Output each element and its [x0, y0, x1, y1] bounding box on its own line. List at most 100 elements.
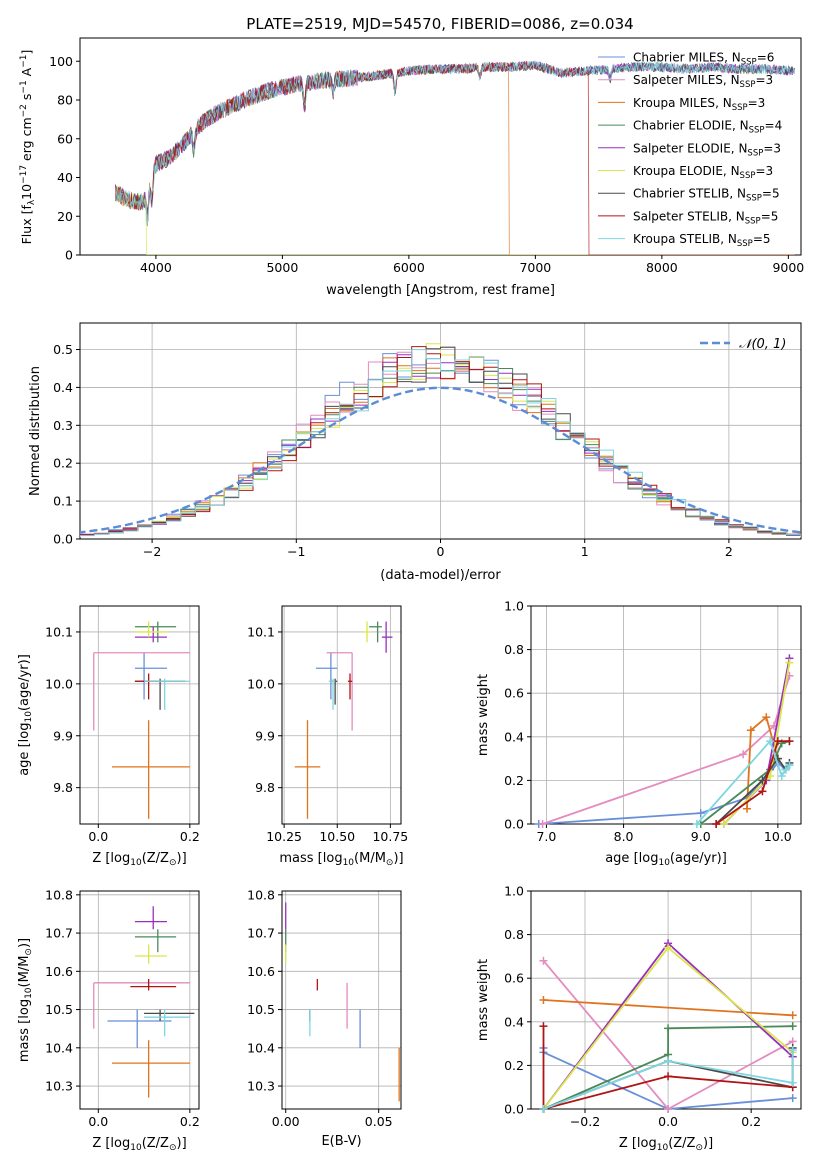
ytick-label: 0.8 — [504, 927, 524, 942]
axes-age-vs-mass — [282, 606, 401, 824]
line-group-weight-vs-Z — [539, 939, 797, 1113]
series-marker — [692, 820, 701, 828]
y-axis-label: Normed distribution — [28, 366, 43, 496]
series-marker — [788, 1094, 797, 1103]
weight-series-line — [715, 740, 790, 825]
errorbar-group-age-vs-mass — [294, 621, 393, 819]
weight-series-line — [543, 1050, 794, 1110]
histogram-series — [80, 356, 801, 537]
x-axis-label: Z [log10(Z/Z⊙)] — [92, 1136, 186, 1153]
legend-label: 𝒩(0, 1) — [739, 337, 786, 352]
ytick-label: 0.3 — [53, 418, 73, 433]
ytick-label: 0.0 — [53, 532, 73, 547]
frame-weight-vs-age — [530, 605, 802, 825]
ytick-label: 10.4 — [247, 1040, 275, 1055]
ytick-label: 10.1 — [45, 624, 73, 639]
y-axis-label: mass weight — [476, 959, 491, 1041]
xtick-label: 10.25 — [266, 829, 302, 844]
xtick-label: 10.75 — [372, 829, 408, 844]
series-marker — [696, 809, 705, 818]
frame-age-vs-mass — [281, 605, 402, 825]
frame-age-vs-Z — [79, 605, 200, 825]
ytick-label: 10.6 — [247, 964, 275, 979]
xtick-label: 0.0 — [658, 1114, 678, 1129]
ytick-label: 0.6 — [504, 686, 524, 701]
series-marker — [664, 1057, 673, 1066]
ytick-label: 0.2 — [53, 456, 73, 471]
series-marker — [781, 765, 790, 774]
series-marker — [664, 943, 673, 952]
y-axis-label: age [log10(age/yr)] — [17, 654, 34, 776]
series-marker — [758, 787, 767, 796]
ytick-label: 0 — [65, 248, 73, 263]
series-marker — [785, 658, 794, 667]
series-marker — [539, 1022, 548, 1031]
series-marker — [785, 761, 794, 770]
ytick-label: 0.2 — [504, 1058, 524, 1073]
xtick-label: 6000 — [393, 260, 425, 275]
ytick-label: 9.9 — [53, 728, 73, 743]
ytick-label: 10.7 — [45, 926, 73, 941]
series-marker — [538, 820, 547, 828]
xtick-label: 8000 — [646, 260, 678, 275]
y-axis-label: mass [log10(M/M⊙)] — [17, 938, 34, 1062]
ytick-label: 0.5 — [53, 342, 73, 357]
xtick-label: 0.2 — [741, 1114, 761, 1129]
spectrum-series-line — [115, 62, 795, 255]
ytick-label: 10.0 — [45, 676, 73, 691]
ytick-label: 60 — [57, 131, 73, 146]
ytick-label: 20 — [57, 209, 73, 224]
legend-label: Salpeter STELIB, NSSP=5 — [633, 209, 778, 226]
series-marker — [664, 1024, 673, 1033]
ytick-label: 10.5 — [45, 1002, 73, 1017]
frame-mass-vs-Z — [79, 890, 200, 1110]
legend-label: Chabrier MILES, NSSP=6 — [633, 51, 774, 68]
ytick-label: 0.1 — [53, 494, 73, 509]
series-marker — [539, 996, 548, 1004]
x-axis-label: (data-model)/error — [380, 568, 501, 583]
series-marker — [788, 1022, 797, 1031]
x-axis-label: Z [log10(Z/Z⊙)] — [619, 1136, 713, 1153]
weight-series-line — [542, 675, 791, 825]
axes-mass-vs-Z — [80, 891, 199, 1109]
xtick-label: 0.00 — [272, 1114, 300, 1129]
ytick-label: 10.4 — [45, 1040, 73, 1055]
ytick-label: 9.8 — [255, 780, 275, 795]
ytick-label: 10.0 — [247, 676, 275, 691]
ytick-label: 80 — [57, 93, 73, 108]
ytick-label: 0.4 — [504, 1014, 524, 1029]
series-marker — [719, 820, 728, 828]
series-marker — [664, 1072, 673, 1081]
ytick-label: 9.8 — [53, 780, 73, 795]
xtick-label: 4000 — [140, 260, 172, 275]
ytick-label: 0.8 — [504, 642, 524, 657]
histogram-group — [80, 343, 801, 538]
series-marker — [788, 1078, 797, 1087]
xtick-label: 0.0 — [88, 1114, 108, 1129]
xtick-label: 0.0 — [88, 829, 108, 844]
weight-series-line — [543, 1025, 793, 1110]
x-axis-label: wavelength [Angstrom, rest frame] — [326, 283, 555, 298]
xtick-label: 0 — [437, 544, 445, 559]
ytick-label: 0.4 — [504, 729, 524, 744]
series-marker — [788, 1046, 797, 1055]
y-axis-label: Flux [fλ10−17 erg cm−2 s−1 A−1] — [19, 50, 37, 245]
series-marker — [539, 1105, 548, 1113]
ytick-label: 10.8 — [247, 887, 275, 902]
spectrum-series-line — [115, 60, 795, 255]
x-axis-label: age [log10(age/yr)] — [605, 851, 727, 868]
ytick-label: 10.8 — [45, 887, 73, 902]
legend-label: Chabrier ELODIE, NSSP=4 — [633, 119, 782, 136]
errorbar-group-mass-vs-ebv — [285, 902, 400, 1102]
x-axis-label: Z [log10(Z/Z⊙)] — [92, 851, 186, 868]
legend-label: Kroupa STELIB, NSSP=5 — [633, 232, 771, 249]
xtick-label: 9.0 — [691, 829, 711, 844]
spectrum-legend: Chabrier MILES, NSSP=6 Salpeter MILES, NS… — [598, 51, 782, 249]
xtick-label: 5000 — [266, 260, 298, 275]
xtick-label: 7000 — [519, 260, 551, 275]
errorbar-group-mass-vs-Z — [93, 906, 195, 1098]
ytick-label: 0.0 — [504, 817, 524, 832]
histogram-series — [80, 367, 801, 537]
axes-mass-vs-ebv — [282, 891, 401, 1109]
